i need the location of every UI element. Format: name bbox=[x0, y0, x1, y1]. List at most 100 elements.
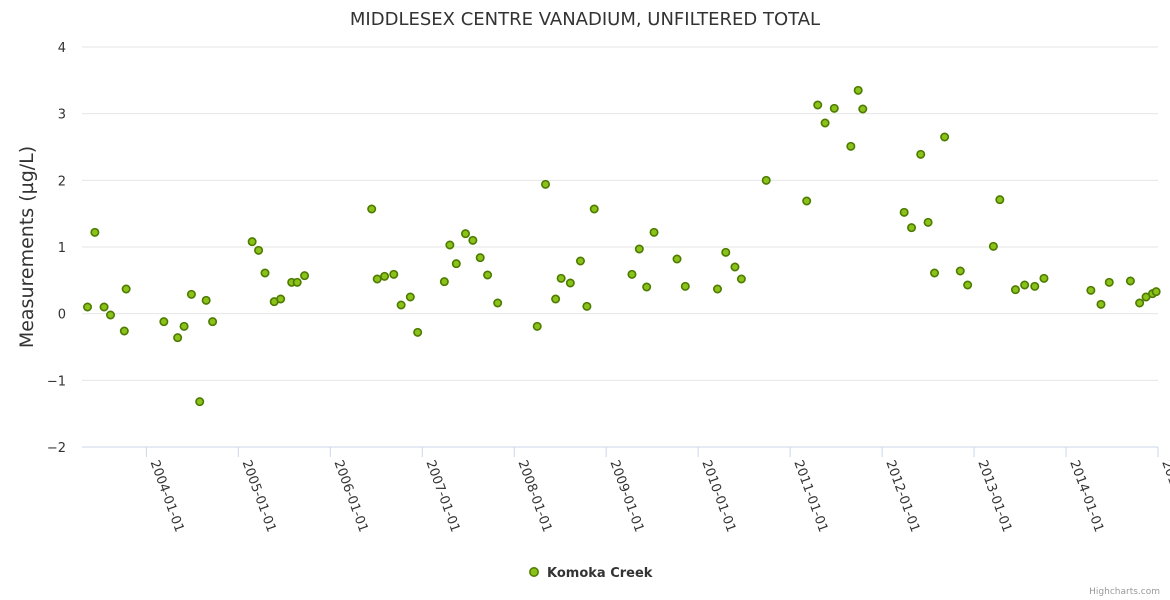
data-point[interactable] bbox=[460, 229, 470, 239]
x-tick-label: 2008-01-01 bbox=[514, 458, 554, 534]
data-point[interactable] bbox=[730, 262, 740, 272]
data-point[interactable] bbox=[672, 254, 682, 264]
data-point[interactable] bbox=[99, 302, 109, 312]
data-point[interactable] bbox=[367, 204, 377, 214]
data-point[interactable] bbox=[642, 282, 652, 292]
data-point[interactable] bbox=[995, 195, 1005, 205]
data-point[interactable] bbox=[90, 227, 100, 237]
data-point[interactable] bbox=[813, 100, 823, 110]
data-point[interactable] bbox=[1125, 276, 1135, 286]
data-point[interactable] bbox=[372, 274, 382, 284]
axes: 4 3 2 1 0 −1 −2 2004-01-01 2005-01-01 2006-01-01 2… bbox=[47, 41, 1170, 534]
data-point[interactable] bbox=[159, 317, 169, 327]
legend-marker bbox=[529, 567, 539, 577]
data-point[interactable] bbox=[1030, 281, 1040, 291]
data-point[interactable] bbox=[380, 271, 390, 281]
data-point[interactable] bbox=[389, 269, 399, 279]
data-point[interactable] bbox=[565, 278, 575, 288]
x-tick-label: 2014-01-01 bbox=[1066, 458, 1106, 534]
data-point[interactable] bbox=[712, 284, 722, 294]
data-point[interactable] bbox=[820, 118, 830, 128]
data-point[interactable] bbox=[582, 301, 592, 311]
data-point[interactable] bbox=[186, 289, 196, 299]
data-point[interactable] bbox=[930, 268, 940, 278]
data-point[interactable] bbox=[1020, 280, 1030, 290]
data-point[interactable] bbox=[680, 281, 690, 291]
data-point[interactable] bbox=[802, 196, 812, 206]
legend[interactable]: Komoka Creek bbox=[529, 566, 653, 581]
data-point[interactable] bbox=[1096, 299, 1106, 309]
y-tick-label: 1 bbox=[58, 241, 66, 256]
data-point[interactable] bbox=[493, 298, 503, 308]
data-point[interactable] bbox=[276, 294, 286, 304]
data-point[interactable] bbox=[439, 277, 449, 287]
data-point[interactable] bbox=[649, 227, 659, 237]
data-point[interactable] bbox=[923, 217, 933, 227]
data-point[interactable] bbox=[413, 327, 423, 337]
y-tick-label: 3 bbox=[58, 108, 66, 123]
data-point[interactable] bbox=[551, 294, 561, 304]
data-point[interactable] bbox=[589, 204, 599, 214]
data-point[interactable] bbox=[1010, 285, 1020, 295]
data-point[interactable] bbox=[907, 223, 917, 233]
data-point[interactable] bbox=[83, 302, 93, 312]
data-point[interactable] bbox=[940, 132, 950, 142]
data-point[interactable] bbox=[1135, 298, 1145, 308]
data-point[interactable] bbox=[541, 179, 551, 189]
data-point[interactable] bbox=[575, 256, 585, 266]
data-point[interactable] bbox=[721, 247, 731, 257]
data-point[interactable] bbox=[955, 266, 965, 276]
data-point[interactable] bbox=[195, 397, 205, 407]
data-point[interactable] bbox=[829, 103, 839, 113]
chart-title: MIDDLESEX CENTRE VANADIUM, UNFILTERED TO… bbox=[350, 9, 820, 30]
data-point[interactable] bbox=[853, 85, 863, 95]
x-tick-label: 2015-01-01 bbox=[1158, 458, 1170, 534]
data-point[interactable] bbox=[292, 277, 302, 287]
y-tick-label: −1 bbox=[47, 374, 66, 389]
data-point[interactable] bbox=[963, 280, 973, 290]
data-point[interactable] bbox=[445, 240, 455, 250]
data-point[interactable] bbox=[916, 149, 926, 159]
data-point[interactable] bbox=[300, 271, 310, 281]
data-point[interactable] bbox=[247, 237, 257, 247]
y-tick-label: 0 bbox=[58, 308, 66, 323]
data-point[interactable] bbox=[556, 273, 566, 283]
data-point[interactable] bbox=[1086, 285, 1096, 295]
data-point[interactable] bbox=[451, 259, 461, 269]
data-point[interactable] bbox=[106, 310, 116, 320]
data-point[interactable] bbox=[846, 141, 856, 151]
legend-label-komoka-creek[interactable]: Komoka Creek bbox=[547, 566, 653, 581]
y-axis-title: Measurements (µg/L) bbox=[16, 146, 38, 348]
x-tick-label: 2010-01-01 bbox=[698, 458, 738, 534]
data-point[interactable] bbox=[121, 284, 131, 294]
credits-link[interactable]: Highcharts.com bbox=[1089, 587, 1160, 597]
x-tick-label: 2013-01-01 bbox=[974, 458, 1014, 534]
data-point[interactable] bbox=[179, 321, 189, 331]
data-point[interactable] bbox=[761, 175, 771, 185]
data-point[interactable] bbox=[634, 244, 644, 254]
data-point[interactable] bbox=[260, 268, 270, 278]
data-point[interactable] bbox=[1039, 273, 1049, 283]
data-point[interactable] bbox=[988, 241, 998, 251]
data-point[interactable] bbox=[405, 292, 415, 302]
data-point[interactable] bbox=[254, 245, 264, 255]
data-point[interactable] bbox=[468, 235, 478, 245]
data-point[interactable] bbox=[475, 253, 485, 263]
data-point[interactable] bbox=[736, 274, 746, 284]
data-point[interactable] bbox=[396, 300, 406, 310]
data-point[interactable] bbox=[208, 317, 218, 327]
data-point[interactable] bbox=[119, 326, 129, 336]
data-point[interactable] bbox=[627, 269, 637, 279]
data-point[interactable] bbox=[173, 333, 183, 343]
data-point[interactable] bbox=[899, 207, 909, 217]
data-point[interactable] bbox=[1151, 287, 1161, 297]
data-point[interactable] bbox=[532, 321, 542, 331]
data-point[interactable] bbox=[1104, 277, 1114, 287]
y-tick-label: 2 bbox=[58, 174, 66, 189]
data-point[interactable] bbox=[858, 104, 868, 114]
data-points bbox=[83, 85, 1161, 407]
data-point[interactable] bbox=[201, 295, 211, 305]
data-point[interactable] bbox=[483, 270, 493, 280]
